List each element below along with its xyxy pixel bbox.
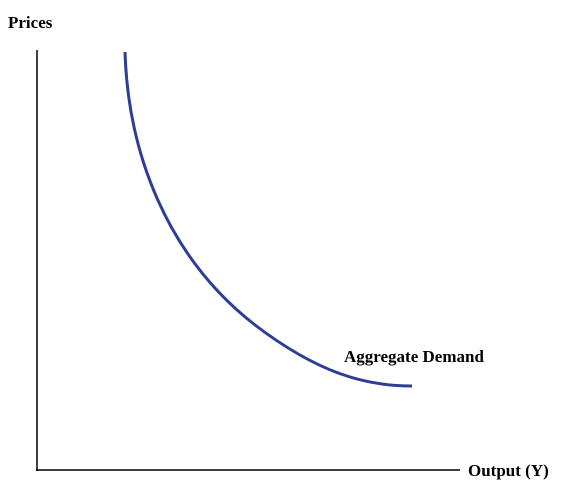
x-axis-label: Output (Y) [468,461,549,480]
curve-label: Aggregate Demand [344,347,484,366]
y-axis-label: Prices [8,13,53,32]
demand-curve [123,51,413,388]
